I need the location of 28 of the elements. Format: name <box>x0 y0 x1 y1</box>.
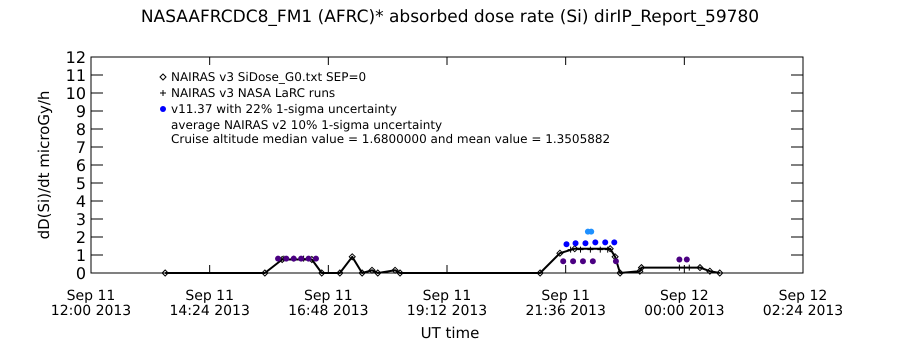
annotation: Cruise altitude median value = 1.6800000 and mean value = 1.3505882 <box>171 132 610 146</box>
y-tick-label: 8 <box>76 120 86 139</box>
x-tick-label: Sep 12 00:00 2013 <box>644 288 725 319</box>
y-tick-label: 4 <box>76 192 86 211</box>
y-tick-label: 7 <box>76 138 86 157</box>
y-axis-title: dD(Si)/dt microGy/h <box>35 90 53 240</box>
legend-label: v11.37 with 22% 1-sigma uncertainty <box>171 102 397 116</box>
x-tick-label: Sep 11 12:00 2013 <box>50 288 132 319</box>
x-tick-label: Sep 11 21:36 2013 <box>525 288 606 319</box>
x-tick-label: Sep 12 02:24 2013 <box>762 288 844 319</box>
annotation: average NAIRAS v2 10% 1-sigma uncertainty <box>171 118 442 132</box>
legend-label: NAIRAS v3 NASA LaRC runs <box>171 86 336 100</box>
y-tick-label: 0 <box>76 264 86 283</box>
y-tick-label: 11 <box>66 66 86 85</box>
y-tick-label: 6 <box>76 156 86 175</box>
x-tick-label: Sep 11 16:48 2013 <box>288 288 369 319</box>
y-tick-label: 10 <box>66 84 86 103</box>
x-axis-title: UT time <box>420 324 480 342</box>
x-tick-label: Sep 11 14:24 2013 <box>169 288 250 319</box>
y-tick-label: 2 <box>76 228 86 247</box>
y-tick-label: 9 <box>76 102 86 121</box>
y-tick-label: 3 <box>76 210 86 229</box>
y-tick-label: 12 <box>66 48 86 67</box>
x-tick-label: Sep 11 19:12 2013 <box>406 288 488 319</box>
y-tick-label: 1 <box>76 246 86 265</box>
legend-label: NAIRAS v3 SiDose_G0.txt SEP=0 <box>171 70 366 84</box>
y-tick-label: 5 <box>76 174 86 193</box>
chart-title: NASAAFRCDC8_FM1 (AFRC)* absorbed dose rate (Si) dirIP_Report_59780 <box>140 7 760 27</box>
